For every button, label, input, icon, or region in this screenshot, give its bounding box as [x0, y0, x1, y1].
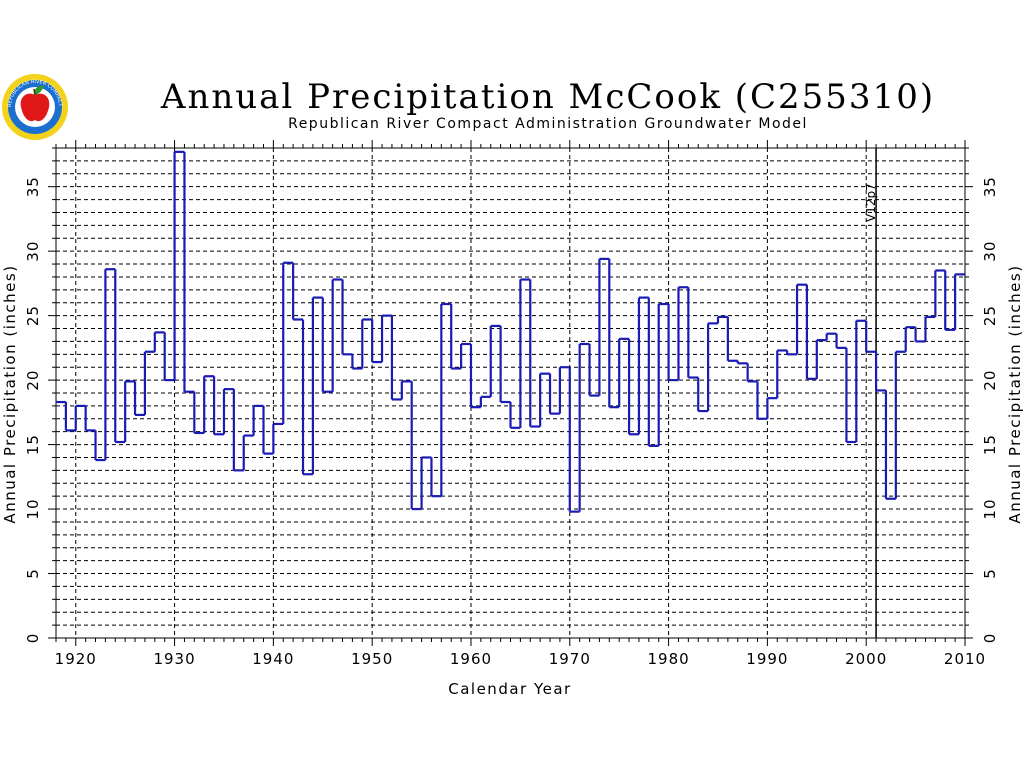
grid-lines	[56, 148, 965, 638]
y-tick-label-left: 30	[24, 241, 42, 262]
y-tick-label-left: 35	[24, 176, 42, 197]
axis-ticks: 1920 1930 1940 1950 1960 1970 1980 1990 2000 2010…	[24, 140, 999, 668]
y-tick-label-right: 10	[981, 499, 999, 520]
x-tick-label: 1980	[647, 650, 689, 668]
precipitation-series	[56, 150, 965, 513]
y-tick-label-left: 10	[24, 499, 42, 520]
x-tick-label: 1950	[351, 650, 393, 668]
y-tick-label-right: 20	[981, 370, 999, 391]
y-tick-label-right: 30	[981, 241, 999, 262]
y-axis-label-left: Annual Precipitation (inches)	[1, 264, 19, 523]
x-tick-label: 2000	[845, 650, 887, 668]
x-tick-label: 1970	[549, 650, 591, 668]
x-axis-label: Calendar Year	[448, 680, 571, 698]
y-tick-label-right: 15	[981, 434, 999, 455]
y-tick-label-left: 25	[24, 305, 42, 326]
y-axis-label-right: Annual Precipitation (inches)	[1006, 264, 1024, 523]
x-tick-label: 1930	[153, 650, 195, 668]
chart-subtitle: Republican River Compact Administration …	[288, 116, 808, 132]
y-tick-label-right: 25	[981, 305, 999, 326]
x-tick-label: 1990	[746, 650, 788, 668]
version-marker: V12p7	[864, 148, 878, 638]
x-tick-label: 1960	[450, 650, 492, 668]
agency-logo: REPUBLICAN RIVER COMPACT	[2, 74, 68, 140]
leaf-icon	[34, 85, 44, 95]
y-tick-label-right: 0	[981, 633, 999, 644]
y-tick-label-right: 5	[981, 568, 999, 579]
y-tick-label-left: 5	[24, 568, 42, 579]
y-tick-label-right: 35	[981, 176, 999, 197]
x-tick-label: 2010	[944, 650, 986, 668]
y-tick-label-left: 20	[24, 370, 42, 391]
chart-title: Annual Precipitation McCook (C255310)	[160, 77, 935, 117]
y-tick-label-left: 0	[24, 633, 42, 644]
x-tick-label: 1920	[55, 650, 97, 668]
apple-icon	[20, 93, 50, 122]
apple-stem-icon	[33, 88, 36, 96]
y-tick-label-left: 15	[24, 434, 42, 455]
marker-label: V12p7	[864, 183, 878, 222]
x-tick-label: 1940	[252, 650, 294, 668]
